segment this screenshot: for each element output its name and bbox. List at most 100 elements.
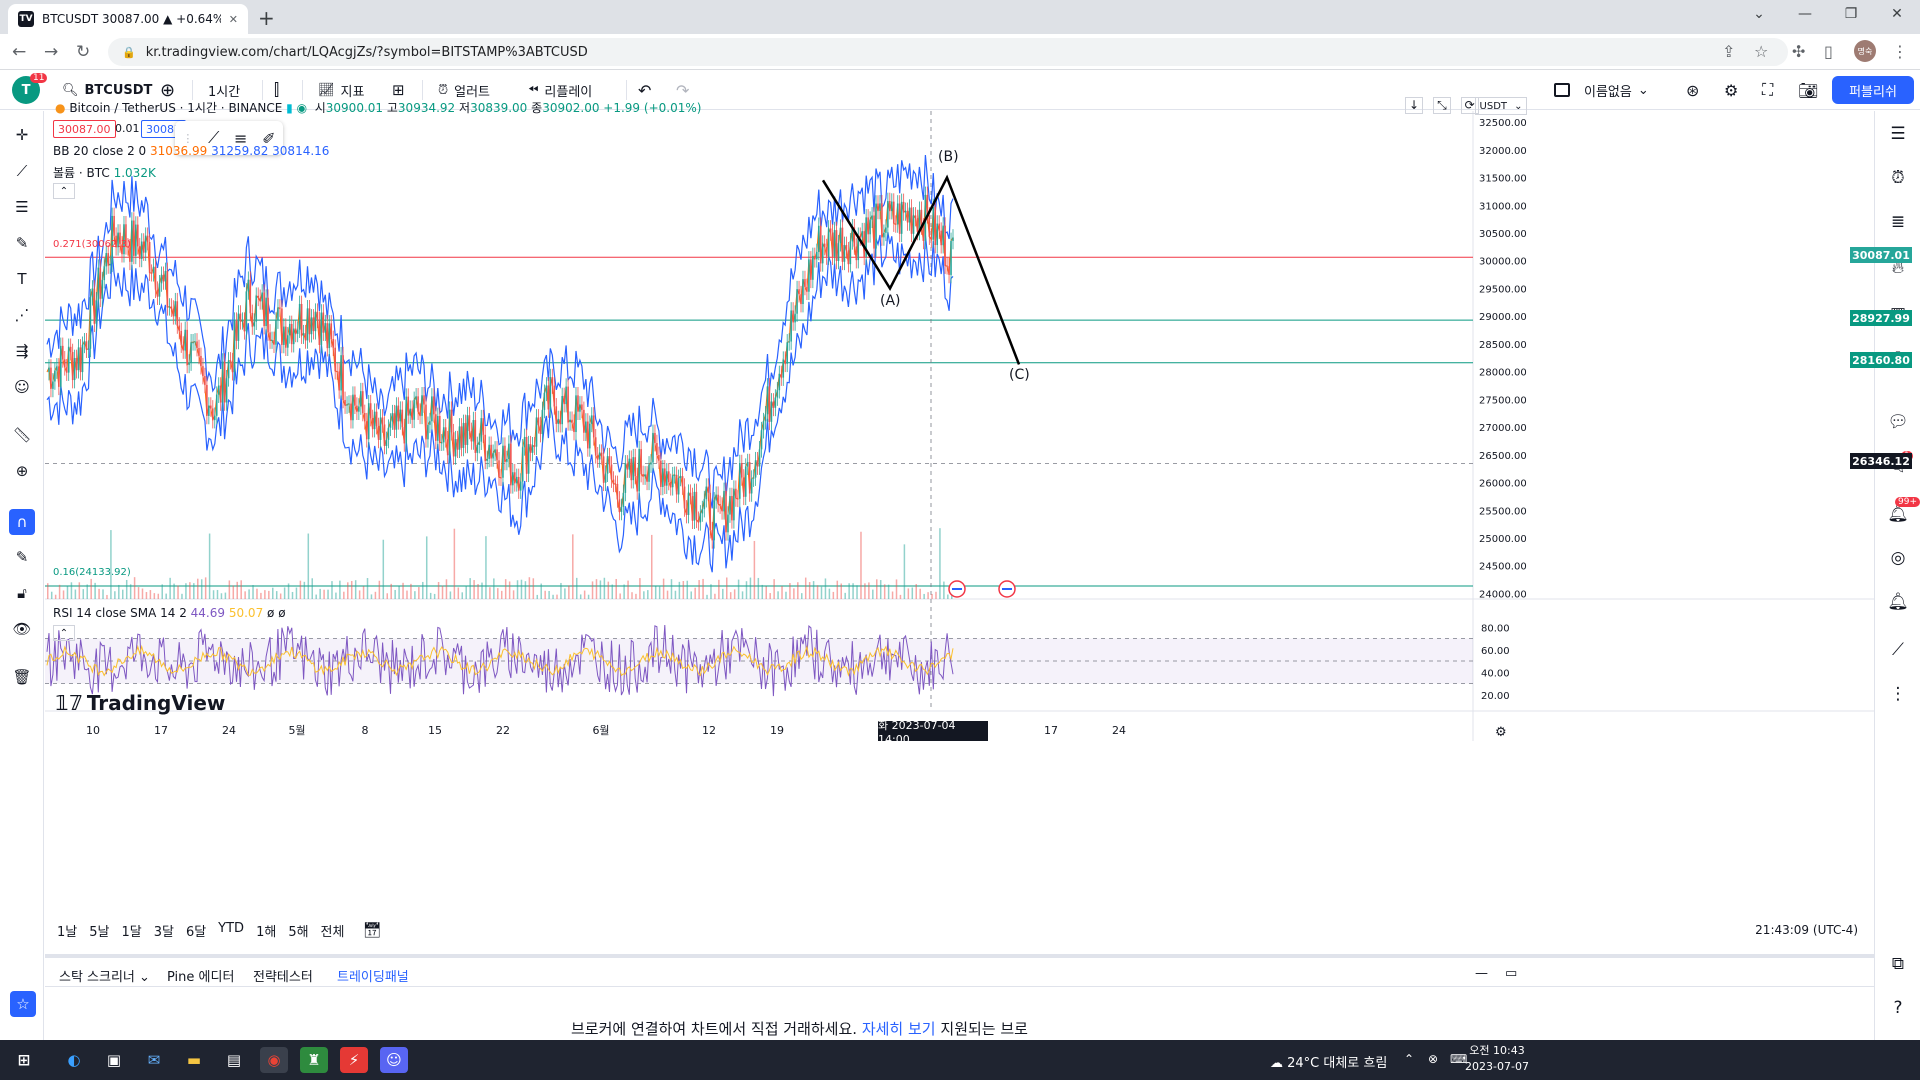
url-input[interactable]: 🔒 kr.tradingview.com/chart/LQAcgjZs/?sym… [108,38,1788,66]
zoom-in-icon[interactable]: ⊕ [15,462,29,480]
templates-icon[interactable]: ⊞ [392,81,405,99]
chrome-icon[interactable]: ◉ [260,1047,288,1073]
candle-type-icon[interactable]: ⫿ [274,80,280,99]
settings-gear-icon[interactable]: ⚙︎ [1724,80,1739,100]
watchlist-icon[interactable]: ☰ [1890,124,1906,144]
notifications-icon[interactable]: 🔔︎ [1887,504,1909,524]
symbol-search-button[interactable]: 🔍︎ BTCUSDT [62,70,152,110]
interval-button[interactable]: 1시간 [208,70,240,110]
price-chart[interactable]: 32500.00 32000.00 31500.00 31000.00 30500.00… [45,111,1874,741]
close-window-icon[interactable]: ✕ [1891,6,1903,22]
brush-icon[interactable]: ✎ [15,234,29,252]
sidepanel-icon[interactable]: ▯ [1824,42,1833,61]
indicators-button[interactable]: 📈︎ 지표 [318,70,364,110]
weather-widget[interactable]: ☁ 24°C 대체로 흐림 [1270,1052,1387,1071]
line-style-icon[interactable]: ≡ [234,128,248,148]
range-item[interactable]: 5해 [288,924,309,940]
trend-line-icon[interactable]: ⟋ [16,162,28,180]
range-item[interactable]: 1달 [121,924,142,940]
tab-trading-panel[interactable]: 트레이딩패널 [337,970,409,985]
drag-handle-icon[interactable]: ⋮ [182,131,194,145]
minimize-panel-icon[interactable]: — [1475,966,1488,981]
reload-icon[interactable]: ↻ [76,42,91,62]
range-item[interactable]: YTD [218,920,245,936]
edge-icon[interactable]: ◐ [67,1051,81,1069]
maximize-icon[interactable]: ❐ [1844,6,1858,22]
publish-button[interactable]: 퍼블리쉬 [1832,76,1914,104]
quick-search-icon[interactable]: ⊛ [1686,80,1700,100]
chrome-menu-icon[interactable]: ⋮ [1892,42,1908,61]
hotlist-fire-icon[interactable]: 🔥︎ [1891,258,1905,278]
fullscreen-icon[interactable]: ⛶ [1762,80,1774,99]
magnet-icon[interactable]: ∩ [9,509,35,535]
text-icon[interactable]: T [17,270,27,288]
tab-search-icon[interactable]: ⌄ [1753,6,1765,22]
maximize-panel-icon[interactable]: ▭ [1505,966,1518,981]
keyboard-icon[interactable]: ⌨ [1450,1052,1468,1066]
mail-icon[interactable]: ✉ [147,1051,161,1069]
tab-strategy-tester[interactable]: 전략테스터 [253,970,313,985]
tray-app-icon[interactable]: ⊗ [1428,1052,1439,1066]
range-item[interactable]: 1해 [256,924,277,940]
goto-date-icon[interactable]: 📅︎ [362,921,382,939]
alerts-clock-icon[interactable]: ⏰︎ [1891,168,1905,188]
app-green-icon[interactable]: ♜ [300,1047,328,1073]
range-item[interactable]: 3달 [153,924,174,940]
range-item[interactable]: 전체 [320,924,345,940]
chat-icon[interactable]: 💬︎ [1887,412,1909,432]
ruler-icon[interactable]: 📏︎ [12,426,32,444]
share-icon[interactable]: ⇪ [1722,42,1736,61]
layout-button[interactable]: 이름없음 ⌄ [1554,70,1649,110]
fib-icon[interactable]: ☰ [15,198,29,216]
windows-start-icon[interactable]: ⊞ [17,1051,31,1069]
forecast-icon[interactable]: ⇶ [15,342,29,360]
learn-more-link[interactable]: 자세히 보기 [861,1020,936,1038]
back-icon[interactable]: ← [12,42,27,62]
lock-icon[interactable]: 🔓︎ [17,584,27,602]
new-tab-icon[interactable]: + [258,6,275,30]
help-icon[interactable]: ? [1893,998,1903,1018]
tray-chevron-icon[interactable]: ⌃ [1404,1052,1415,1066]
range-item[interactable]: 5날 [89,924,110,940]
pattern-icon[interactable]: ⋰ [14,306,30,324]
extensions-icon[interactable]: ✣ [1792,42,1806,61]
sell-price-box[interactable]: 30087.00 [53,120,116,138]
app-icon[interactable]: ▤ [226,1051,242,1069]
layers-icon[interactable]: ⧉ [1891,954,1905,974]
crosshair-icon[interactable]: ✛ [15,126,29,144]
chart-pane[interactable]: 32500.00 32000.00 31500.00 31000.00 30500.00… [45,97,1912,746]
alert-button[interactable]: ⏰︎ 얼러트 [438,70,490,110]
forward-icon[interactable]: → [44,42,59,62]
system-clock[interactable]: 오전 10:43 2023-07-07 [1462,1043,1532,1075]
trading-icon[interactable]: ⟋ [1892,640,1904,660]
camera-snapshot-icon[interactable]: 📷︎ [1798,80,1819,100]
minimize-icon[interactable]: — [1798,6,1812,22]
dom-icon[interactable]: ⋮ [1889,684,1907,704]
time-axis-settings-icon[interactable]: ⚙︎ [1495,725,1507,740]
range-item[interactable]: 6달 [185,924,207,940]
collapse-pane-icon[interactable]: ⤡ [1433,97,1451,114]
range-item[interactable]: 1날 [57,924,78,940]
alert-bell-icon[interactable]: 🔔︎ [1887,592,1909,612]
lock-drawing-icon[interactable]: ✎ [15,548,29,566]
app-discord-icon[interactable]: ☺ [380,1047,408,1073]
profile-avatar[interactable]: 명숙 [1854,40,1876,62]
line-tool-icon[interactable]: ⟋ [208,128,220,147]
undo-icon[interactable]: ↶ [638,80,652,100]
arrow-down-icon[interactable]: ↓ [1405,97,1424,114]
tab-stock-screener[interactable]: 스탁 스크리너 ⌄ [59,966,150,985]
replay-button[interactable]: ⏪︎ 리플레이 [528,70,592,110]
browser-tab[interactable]: TV BTCUSDT 30087.00 ▲ +0.64% ✕ [8,4,248,34]
compare-symbol-icon[interactable]: ⊕ [160,79,176,101]
eye-icon[interactable]: 👁︎ [12,620,32,638]
brush-tool-icon[interactable]: ✐ [262,128,276,148]
maximize-pane-icon[interactable]: ⟳ [1460,97,1479,114]
app-red-icon[interactable]: ⚡ [340,1047,368,1073]
bookmark-star-icon[interactable]: ☆ [1754,42,1769,61]
trash-icon[interactable]: 🗑︎ [12,668,32,686]
redo-icon[interactable]: ↷ [676,80,690,100]
close-tab-icon[interactable]: ✕ [228,12,238,26]
store-icon[interactable]: ▣ [106,1051,122,1069]
emoji-icon[interactable]: ☺ [14,378,30,396]
currency-select[interactable]: USDT ⌄ [1475,97,1527,115]
